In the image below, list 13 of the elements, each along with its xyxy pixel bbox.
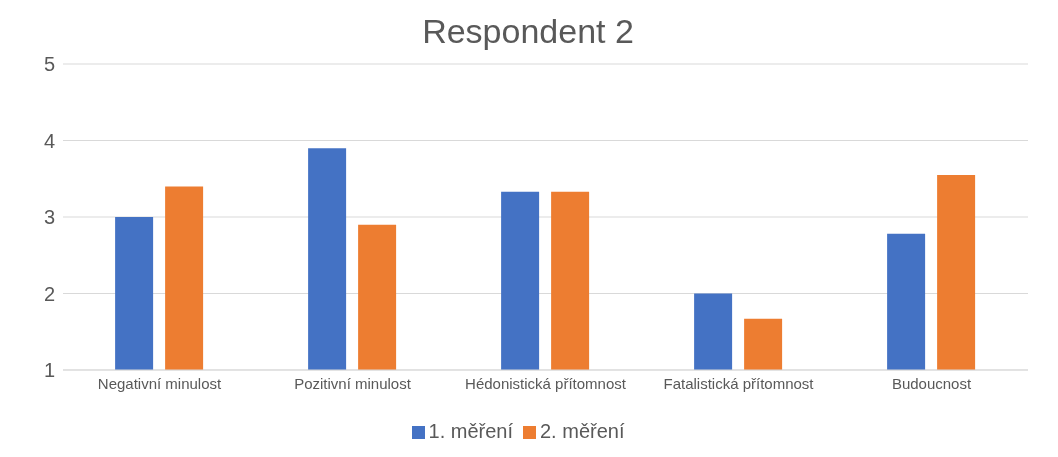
y-tick-label: 1 (43, 359, 55, 382)
x-tick-label: Hédonistická přítomnost (465, 374, 627, 392)
y-tick-label: 3 (43, 206, 55, 229)
x-tick-label: Negativní minulost (97, 374, 223, 392)
x-tick-label: Fatalistická přítomnost (663, 374, 815, 392)
legend-label: 1. měření (428, 420, 513, 442)
y-tick-label: 4 (43, 129, 55, 152)
chart-title: Respondent 2 (421, 11, 635, 52)
y-tick-label: 5 (43, 53, 55, 76)
y-tick-label: 2 (43, 282, 55, 305)
x-tick-label: Pozitivní minulost (294, 374, 412, 392)
x-tick-label: Budoucnost (891, 374, 972, 392)
legend-label: 2. měření (540, 420, 625, 442)
